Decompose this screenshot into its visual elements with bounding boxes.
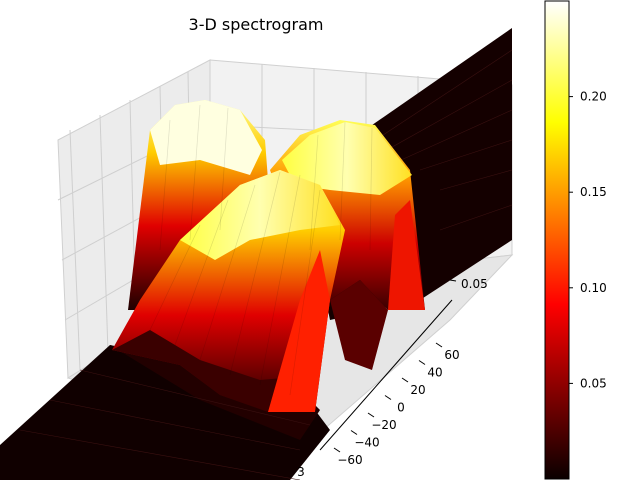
y-tick-label: 40 (427, 366, 442, 380)
surface-hump-front-top (180, 170, 340, 260)
y-tick-mark (350, 430, 358, 435)
colorbar-tick-label: 0.10 (580, 281, 607, 295)
chart-title: 3-D spectrogram (189, 15, 324, 34)
surface-facets (149, 104, 373, 396)
surface-floor-side (110, 345, 320, 440)
y-tick-label: 60 (444, 348, 459, 362)
colorbar-tick-label: 0.20 (580, 90, 607, 104)
y-tick-mark (435, 342, 443, 348)
surface-hump-back-left-top (150, 100, 262, 175)
colorbar-ticks: 0.05 0.10 0.15 0.20 (569, 90, 607, 390)
x-tick-label: 3 (297, 465, 305, 479)
surface-hump-back-right-top (282, 122, 412, 195)
y-tick-label: −20 (371, 418, 396, 432)
surface-hump-front-notch (330, 280, 388, 370)
y-tick-mark (384, 395, 392, 400)
colorbar: 0.05 0.10 0.15 0.20 (544, 0, 607, 480)
y-tick-mark (333, 447, 341, 453)
y-axis-line (319, 299, 453, 451)
surface-hump-front-ridge (268, 250, 330, 412)
z-tick-label: 0.05 (461, 277, 488, 291)
y-tick-label: −60 (337, 453, 362, 467)
x-axis-ticks: 3 (297, 465, 305, 479)
colorbar-tick-label: 0.15 (580, 185, 607, 199)
surface (0, 28, 513, 481)
colorbar-gradient (544, 0, 570, 480)
y-tick-label: −40 (354, 436, 379, 450)
z-axis-ticks: 0.05 (449, 277, 488, 291)
z-tick-mark (449, 279, 457, 282)
colorbar-tick-label: 0.05 (580, 376, 607, 390)
surface-hump-front-face (112, 330, 318, 412)
y-tick-mark (401, 377, 409, 383)
y-tick-mark (367, 412, 375, 418)
y-tick-label: 0 (397, 401, 405, 415)
y-tick-label: 20 (410, 383, 425, 397)
surface-hump-back-right-side (388, 200, 425, 310)
y-tick-mark (418, 360, 426, 365)
